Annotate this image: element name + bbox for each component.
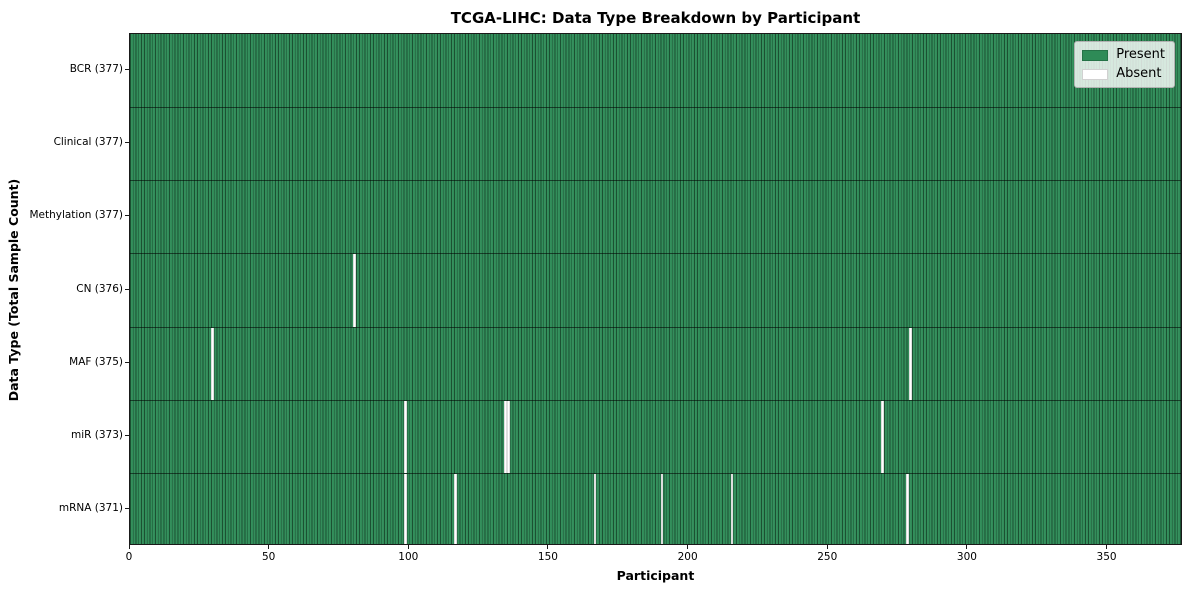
heatmap-row xyxy=(130,180,1181,253)
absent-cell xyxy=(909,327,913,400)
legend-swatch-absent xyxy=(1082,68,1109,80)
legend-swatch-present xyxy=(1082,49,1109,61)
x-tick-label: 350 xyxy=(1096,551,1117,563)
heatmap-row xyxy=(130,472,1181,544)
y-tick-label: MAF (375) xyxy=(69,355,123,368)
legend-item-absent: Absent xyxy=(1082,67,1165,81)
x-axis-label: Participant xyxy=(616,568,695,583)
y-tick-label: BCR (377) xyxy=(69,63,123,76)
x-tick xyxy=(966,545,968,549)
absent-cell xyxy=(593,473,597,544)
absent-cell xyxy=(906,473,910,544)
absent-cell xyxy=(403,400,407,473)
x-tick-label: 150 xyxy=(537,551,558,563)
absent-cell xyxy=(507,400,510,473)
x-tick-label: 300 xyxy=(956,551,977,563)
heatmap-row xyxy=(130,107,1181,180)
legend: Present Absent xyxy=(1074,41,1175,88)
absent-cell xyxy=(730,473,734,544)
heatmap-row xyxy=(130,253,1181,327)
y-tick xyxy=(125,142,129,144)
x-tick xyxy=(547,545,549,549)
y-tick-label: Methylation (377) xyxy=(29,209,123,222)
x-tick-label: 200 xyxy=(677,551,698,563)
y-tick xyxy=(125,69,129,71)
y-tick xyxy=(125,288,129,290)
y-tick-label: Clinical (377) xyxy=(53,136,123,149)
x-tick xyxy=(128,545,130,549)
absent-cell xyxy=(660,473,664,544)
legend-label: Absent xyxy=(1116,66,1162,81)
y-tick xyxy=(125,361,129,363)
legend-item-present: Present xyxy=(1082,48,1165,62)
y-tick xyxy=(125,215,129,217)
x-tick-label: 100 xyxy=(398,551,419,563)
legend-label: Present xyxy=(1116,47,1165,62)
absent-cell xyxy=(403,473,407,544)
y-tick-label: miR (373) xyxy=(70,428,123,441)
absent-cell xyxy=(504,400,508,473)
heatmap-row xyxy=(130,399,1181,473)
x-tick-label: 50 xyxy=(261,551,276,563)
x-tick xyxy=(826,545,828,549)
x-tick xyxy=(687,545,689,549)
y-tick xyxy=(125,434,129,436)
absent-cell xyxy=(454,473,457,544)
heatmap-row xyxy=(130,326,1181,400)
y-tick-label: CN (376) xyxy=(76,282,123,295)
chart-title: TCGA-LIHC: Data Type Breakdown by Partic… xyxy=(450,9,861,27)
absent-cell xyxy=(881,400,885,473)
x-tick xyxy=(407,545,409,549)
x-tick-label: 250 xyxy=(817,551,838,563)
heatmap-row xyxy=(130,34,1181,107)
x-tick xyxy=(1106,545,1108,549)
absent-cell xyxy=(353,254,357,327)
y-tick xyxy=(125,507,129,509)
absent-cell xyxy=(211,327,214,400)
x-tick xyxy=(268,545,270,549)
y-tick-label: mRNA (371) xyxy=(58,501,123,514)
plot-area: Present Absent xyxy=(129,33,1182,545)
x-tick-label: 0 xyxy=(125,551,133,563)
